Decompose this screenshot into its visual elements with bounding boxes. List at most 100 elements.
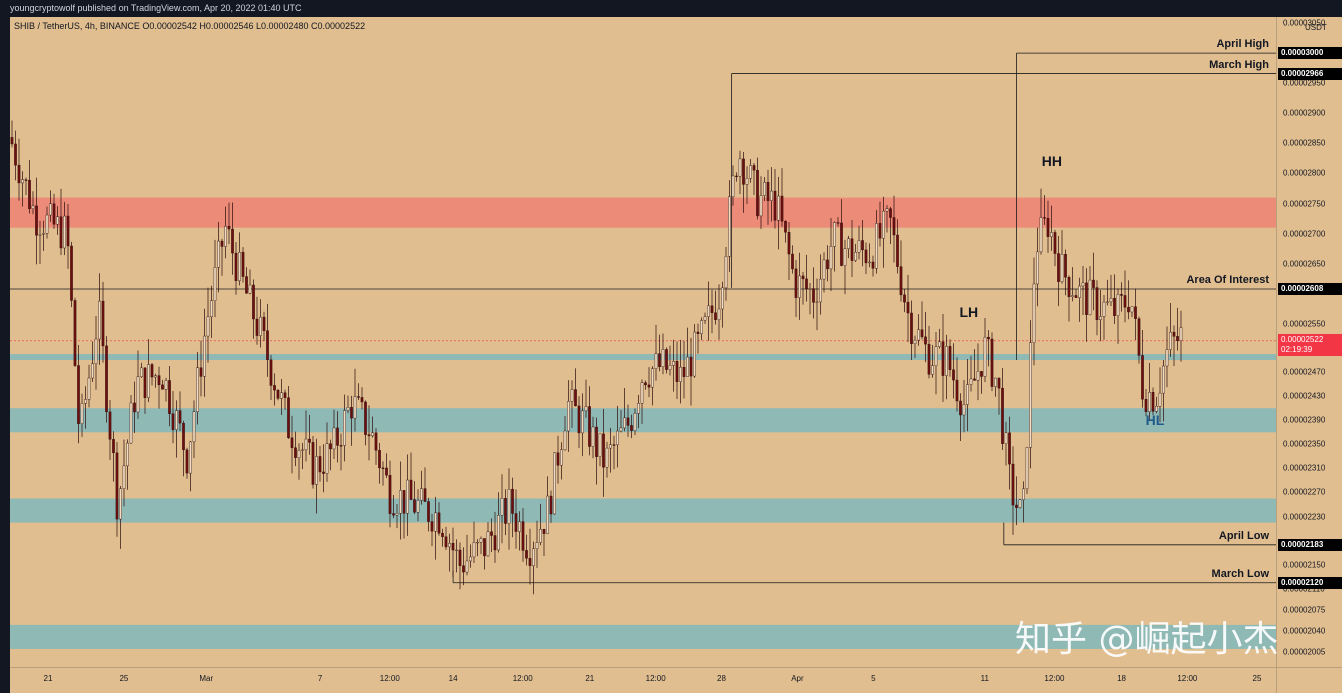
candle-body-258 [913,339,917,344]
candle-body-314 [1109,298,1113,303]
price-tick: 0.00002390 [1283,415,1326,425]
candle-body-48 [178,410,182,424]
candle-body-65 [238,252,241,281]
candle-body-318 [1123,295,1127,308]
candle-body-259 [917,329,920,341]
candle-body-59 [217,240,220,268]
candle-body-172 [612,444,616,446]
level-label-april-low: April Low [1218,529,1269,542]
candle-body-44 [164,380,168,390]
candle-body-120 [430,521,434,532]
candle-body-275 [973,378,976,381]
price-tick: 0.00002550 [1283,319,1326,329]
candle-body-277 [980,371,983,377]
candle-body-58 [213,267,217,301]
candle-body-8 [38,234,42,236]
candle-body-57 [210,300,213,317]
candle-body-55 [203,335,206,377]
candle-body-178 [633,413,637,431]
candle-body-273 [966,384,969,405]
price-axis[interactable]: USDT 0.00003050 0.00002950 0.00002900 0.000… [1276,17,1342,667]
candle-body-174 [619,427,623,432]
candle-body-50 [185,449,189,474]
candle-body-75 [273,385,276,391]
candle-body-234 [829,246,833,270]
candle-body-274 [969,378,973,385]
candle-body-35 [133,402,136,413]
candle-body-14 [59,216,63,249]
chart-pane[interactable]: SHIB / TetherUS, 4h, BINANCE O0.00002542… [10,17,1276,667]
candle-body-297 [1050,232,1053,237]
candle-body-85 [308,438,311,443]
candle-body-25 [98,300,101,340]
candle-body-61 [224,226,227,247]
candle-body-173 [616,430,619,446]
candle-body-240 [850,238,854,261]
candle-body-84 [304,438,308,451]
candle-body-23 [91,363,94,379]
candle-body-322 [1137,318,1141,356]
candle-body-149 [532,548,535,566]
candle-body-252 [892,217,896,236]
candle-body-52 [192,411,196,443]
candle-body-45 [168,380,171,414]
candle-body-71 [259,316,262,336]
candle-body-74 [269,359,273,386]
candle-body-281 [994,377,997,387]
candle-body-60 [220,240,224,247]
candle-body-36 [136,376,140,413]
candle-body-288 [1018,499,1022,508]
time-tick: 25 [119,674,129,683]
candle-body-189 [672,361,675,366]
candle-body-77 [280,392,283,399]
candle-body-110 [395,513,399,516]
candle-body-202 [717,308,721,320]
candle-body-255 [903,294,906,303]
price-level-badge: 0.00003000 [1278,47,1342,60]
candle-body-238 [843,248,847,266]
candle-body-197 [700,320,703,334]
candle-body-147 [525,550,528,559]
zone-teal-3 [10,498,1276,523]
candle-body-88 [318,456,322,473]
candle-body-34 [129,402,133,444]
candle-body-271 [959,400,962,416]
candle-body-115 [413,499,416,513]
candle-body-293 [1036,251,1039,285]
candle-body-250 [885,208,889,212]
candle-body-4 [24,179,28,181]
candle-body-333 [1176,336,1179,341]
candle-body-196 [696,331,700,334]
candle-body-190 [675,361,679,382]
candle-body-185 [658,353,661,368]
time-axis[interactable]: 21 25 Mar 7 12:00 14 12:00 21 12:00 28 Apr 5 11 12:00… [10,667,1276,693]
candle-body-32 [122,465,126,489]
zone-red-0 [10,197,1276,228]
candle-body-53 [196,367,199,412]
candle-body-20 [80,403,84,424]
candle-body-311 [1099,316,1102,321]
candle-body-47 [175,410,178,430]
candle-body-253 [896,234,899,267]
candle-body-201 [714,312,717,320]
time-tick: Apr [791,674,804,683]
candle-body-81 [294,447,297,458]
candle-body-233 [826,259,829,270]
candle-body-294 [1039,217,1043,253]
candle-body-3 [21,179,24,184]
candle-body-291 [1029,342,1032,448]
candle-body-96 [346,407,350,411]
price-tick: 0.00002270 [1283,487,1326,497]
candle-body-116 [416,500,420,513]
level-label-area-of-interest: Area Of Interest [1186,274,1269,287]
candle-body-223 [791,253,794,270]
candle-body-78 [283,392,287,398]
candle-body-225 [798,275,801,298]
candle-body-140 [500,498,504,516]
candle-body-219 [777,195,780,221]
candle-body-256 [906,301,910,314]
candle-body-28 [108,411,112,440]
candle-body-134 [479,538,483,543]
candle-body-72 [262,316,266,331]
candle-body-142 [507,488,511,524]
